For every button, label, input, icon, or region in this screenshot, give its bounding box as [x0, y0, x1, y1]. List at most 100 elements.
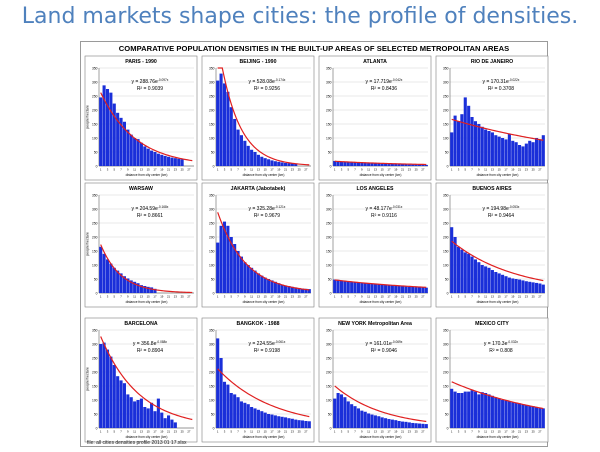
bar	[253, 408, 257, 428]
bar	[456, 246, 461, 293]
bar	[109, 263, 113, 293]
trend-equation: y = 170.31e-0.022x	[482, 78, 519, 85]
bar	[404, 421, 408, 428]
bar	[246, 265, 250, 293]
x-tick-label: 21	[167, 430, 171, 434]
bar	[290, 418, 294, 428]
bar	[233, 118, 237, 166]
bar	[146, 286, 150, 293]
x-tick-label: 13	[140, 168, 144, 172]
bar	[239, 135, 243, 166]
bar	[380, 163, 384, 166]
y-tick-label: 300	[443, 342, 449, 346]
bar	[541, 408, 545, 428]
y-tick-label: 350	[443, 193, 449, 197]
y-tick-label: 100	[92, 136, 98, 140]
bar	[353, 406, 357, 428]
bar	[473, 391, 477, 428]
bar	[367, 163, 371, 166]
bar	[219, 73, 223, 166]
y-tick-label: 250	[209, 221, 215, 225]
bar	[477, 394, 481, 428]
bar	[284, 162, 288, 166]
x-tick-label: 21	[284, 168, 288, 172]
x-tick-label: 23	[525, 430, 529, 434]
bar	[277, 161, 281, 166]
x-axis-label: distance from city center (km)	[126, 435, 168, 439]
bar	[167, 415, 171, 428]
x-tick-label: 11	[133, 430, 136, 434]
x-tick-label: 25	[298, 295, 302, 299]
bar	[370, 414, 374, 428]
bar	[490, 395, 494, 428]
bar	[143, 407, 147, 428]
bar	[150, 402, 154, 428]
y-tick-label: 250	[326, 356, 332, 360]
bar	[487, 394, 491, 428]
x-tick-label: 1	[100, 430, 102, 434]
x-tick-label: 7	[354, 168, 356, 172]
x-tick-label: 17	[153, 168, 157, 172]
y-tick-label: 350	[443, 328, 449, 332]
x-tick-label: 1	[451, 295, 453, 299]
bar	[384, 418, 388, 428]
x-tick-label: 1	[451, 430, 453, 434]
x-tick-label: 25	[415, 168, 419, 172]
y-tick-label: 300	[92, 342, 98, 346]
bar	[136, 139, 140, 166]
bar	[497, 273, 501, 293]
bar	[287, 286, 291, 293]
x-axis-label: distance from city center (km)	[126, 300, 168, 304]
slide-title: Land markets shape cities: the profile o…	[21, 4, 579, 29]
bar	[380, 284, 384, 293]
bar	[216, 80, 220, 166]
bar	[126, 129, 130, 166]
x-tick-label: 9	[127, 295, 129, 299]
bar	[360, 282, 364, 293]
bar	[150, 150, 154, 166]
bar	[250, 267, 254, 293]
bar	[507, 277, 511, 293]
x-tick-label: 19	[160, 168, 164, 172]
y-tick-label: 100	[443, 136, 449, 140]
bar	[390, 164, 394, 166]
x-tick-label: 25	[415, 430, 419, 434]
bar	[236, 397, 240, 428]
bar	[250, 149, 254, 166]
y-tick-label: 350	[326, 328, 332, 332]
x-tick-label: 27	[304, 430, 308, 434]
bar	[541, 135, 545, 166]
y-tick-label: 50	[328, 150, 332, 154]
bar	[143, 286, 147, 293]
trend-equation: y = 528.08e-0.174x	[248, 78, 285, 85]
y-tick-label: 50	[94, 277, 98, 281]
bar	[243, 402, 247, 428]
chart-title: BUENOS AIRES	[472, 186, 512, 192]
x-tick-label: 21	[401, 168, 405, 172]
bar	[133, 138, 137, 166]
bar	[336, 161, 340, 166]
y-axis-label: people/hectare	[86, 105, 90, 129]
x-tick-label: 23	[291, 430, 295, 434]
x-tick-label: 21	[167, 168, 171, 172]
y-tick-label: 150	[443, 384, 449, 388]
bar	[531, 142, 535, 166]
bar	[267, 279, 271, 293]
x-tick-label: 3	[107, 168, 109, 172]
bar	[253, 270, 257, 293]
x-tick-label: 21	[284, 295, 288, 299]
chart-title: JAKARTA (Jabotabek)	[231, 186, 286, 192]
x-tick-label: 25	[532, 430, 536, 434]
bar	[360, 162, 364, 166]
bar	[421, 287, 425, 293]
x-tick-label: 23	[174, 430, 178, 434]
bar	[300, 288, 305, 293]
bar	[243, 262, 247, 293]
x-tick-label: 3	[224, 168, 226, 172]
x-tick-label: 21	[518, 430, 522, 434]
y-tick-label: 50	[211, 412, 215, 416]
y-tick-label: 350	[326, 193, 332, 197]
x-tick-label: 17	[270, 295, 274, 299]
